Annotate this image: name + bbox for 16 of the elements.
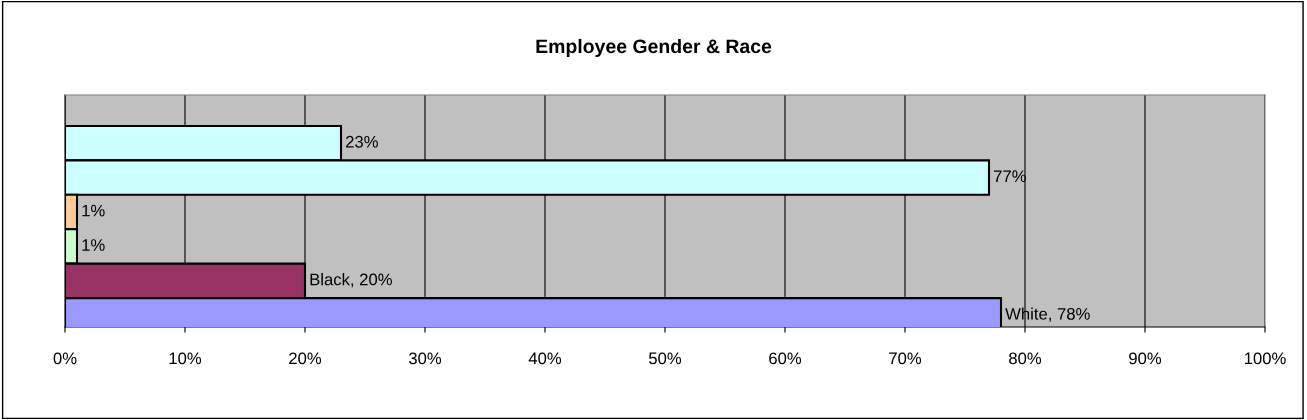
x-tick-label: 90% — [1129, 352, 1162, 365]
x-tick-label: 0% — [53, 352, 77, 365]
x-tick-label: 100% — [1244, 352, 1286, 365]
data-label: 23% — [346, 135, 378, 148]
data-label: 1% — [82, 204, 105, 217]
x-tick-label: 60% — [769, 352, 802, 365]
data-label: 1% — [82, 239, 105, 251]
x-tick-label: 50% — [648, 352, 682, 365]
chart-title: Employee Gender & Race — [536, 38, 772, 58]
x-tick-label: 10% — [169, 352, 202, 365]
x-tick-label: 30% — [408, 352, 442, 365]
data-label: Black, 20% — [310, 273, 392, 288]
x-tick-label: 70% — [889, 352, 922, 365]
x-tick-label: 40% — [528, 352, 562, 365]
x-tick-label: 20% — [289, 352, 322, 365]
x-tick-label: 80% — [1009, 352, 1042, 365]
